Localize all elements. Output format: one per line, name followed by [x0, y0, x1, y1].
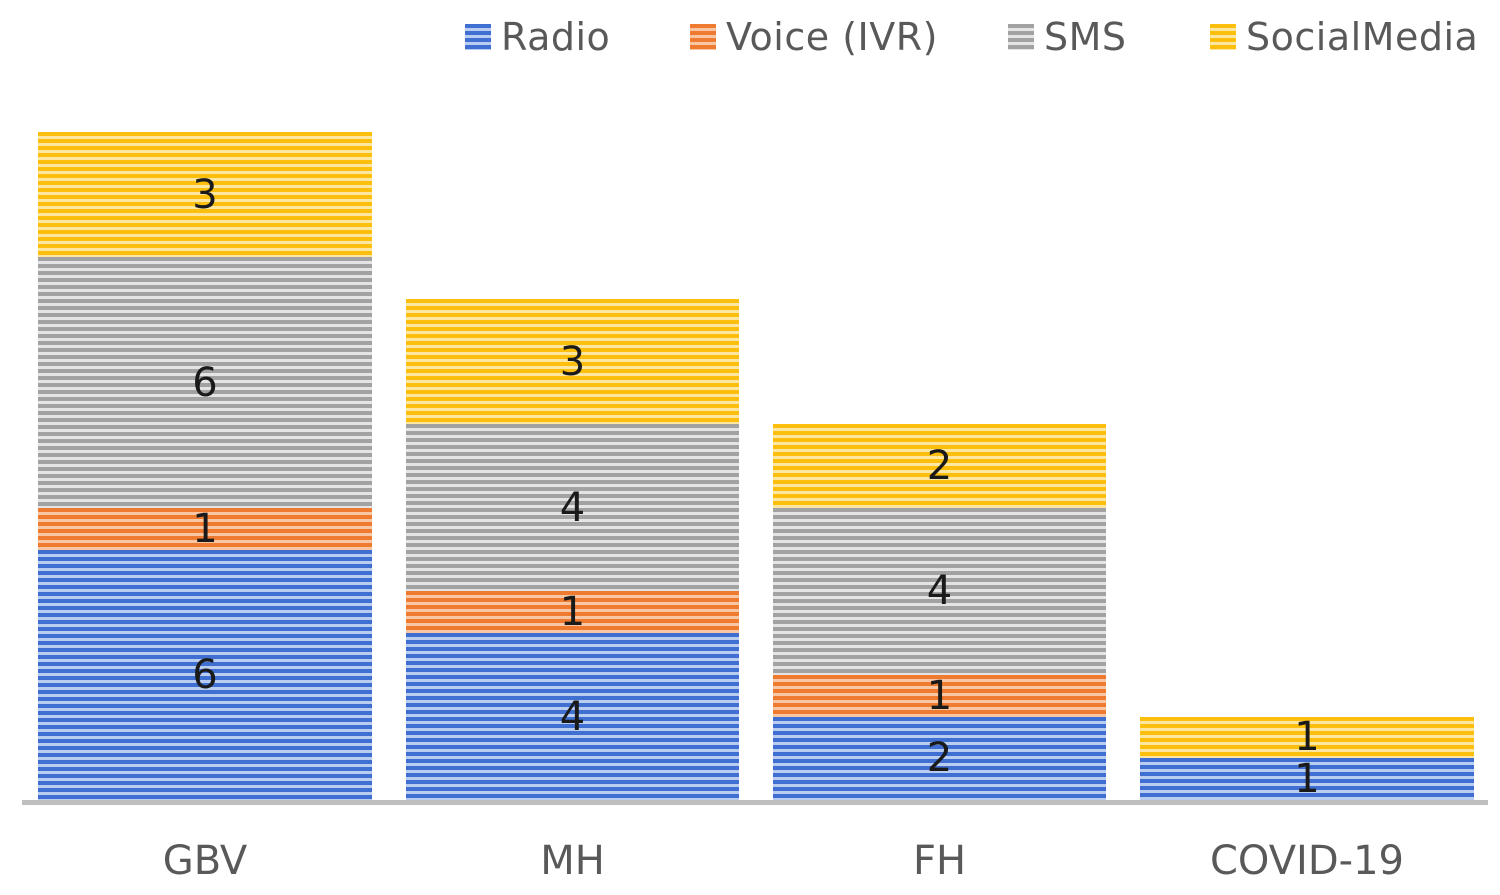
legend-swatch-icon: [690, 24, 716, 50]
data-label: 6: [192, 651, 218, 698]
legend-item-social: SocialMedia: [1210, 12, 1478, 62]
legend-item-radio: Radio: [465, 12, 610, 62]
data-label: 2: [926, 443, 953, 489]
data-label: 1: [559, 589, 586, 636]
data-label: 2: [926, 735, 953, 782]
bar-segment-radio: 6: [38, 549, 372, 800]
bar-segment-sms: 4: [773, 507, 1106, 675]
x-axis-label: FH: [912, 838, 967, 884]
legend-swatch-icon: [1210, 24, 1236, 50]
bar-mh: 4 1 4 3: [406, 299, 739, 800]
data-label: 4: [926, 568, 953, 615]
bar-segment-social: 1: [1140, 714, 1474, 761]
bar-segment-voice: 1: [406, 589, 739, 636]
legend-swatch-icon: [1008, 24, 1034, 50]
bar-segment-sms: 6: [38, 257, 372, 508]
bar-fh: 2 1 4 2: [773, 424, 1106, 800]
bar-segment-radio: 4: [406, 633, 739, 800]
legend-item-sms: SMS: [1008, 12, 1127, 62]
bar-segment-social: 3: [406, 299, 739, 425]
data-label: 1: [926, 672, 953, 719]
chart-legend: Radio Voice (IVR) SMS SocialMedia: [0, 12, 1500, 62]
bar-segment-sms: 4: [406, 424, 739, 592]
bar-segment-social: 3: [38, 132, 372, 258]
bar-segment-radio: 1: [1140, 756, 1474, 803]
data-label: 4: [559, 693, 586, 740]
data-label: 1: [192, 505, 218, 552]
bar-segment-radio: 2: [773, 716, 1106, 800]
bar-segment-voice: 1: [38, 505, 372, 552]
bar-segment-social: 2: [773, 424, 1106, 508]
legend-label: SocialMedia: [1246, 15, 1479, 59]
x-axis-line: [22, 800, 1488, 805]
legend-label: Radio: [501, 15, 611, 59]
data-label: 3: [559, 338, 586, 385]
legend-item-voice: Voice (IVR): [690, 12, 938, 62]
legend-label: Voice (IVR): [726, 15, 938, 59]
bar-segment-voice: 1: [773, 672, 1106, 719]
data-label: 6: [192, 359, 218, 406]
data-label: 4: [559, 484, 586, 531]
bar-gbv: 6 1 6 3: [38, 132, 372, 800]
data-label: 1: [1294, 756, 1320, 803]
legend-swatch-icon: [465, 24, 491, 50]
data-label: 3: [192, 171, 218, 218]
data-label: 1: [1294, 714, 1320, 761]
x-axis-label: MH: [540, 838, 605, 884]
x-axis-label: GBV: [162, 838, 248, 884]
legend-label: SMS: [1044, 15, 1127, 59]
x-axis-label: COVID-19: [1209, 838, 1404, 884]
